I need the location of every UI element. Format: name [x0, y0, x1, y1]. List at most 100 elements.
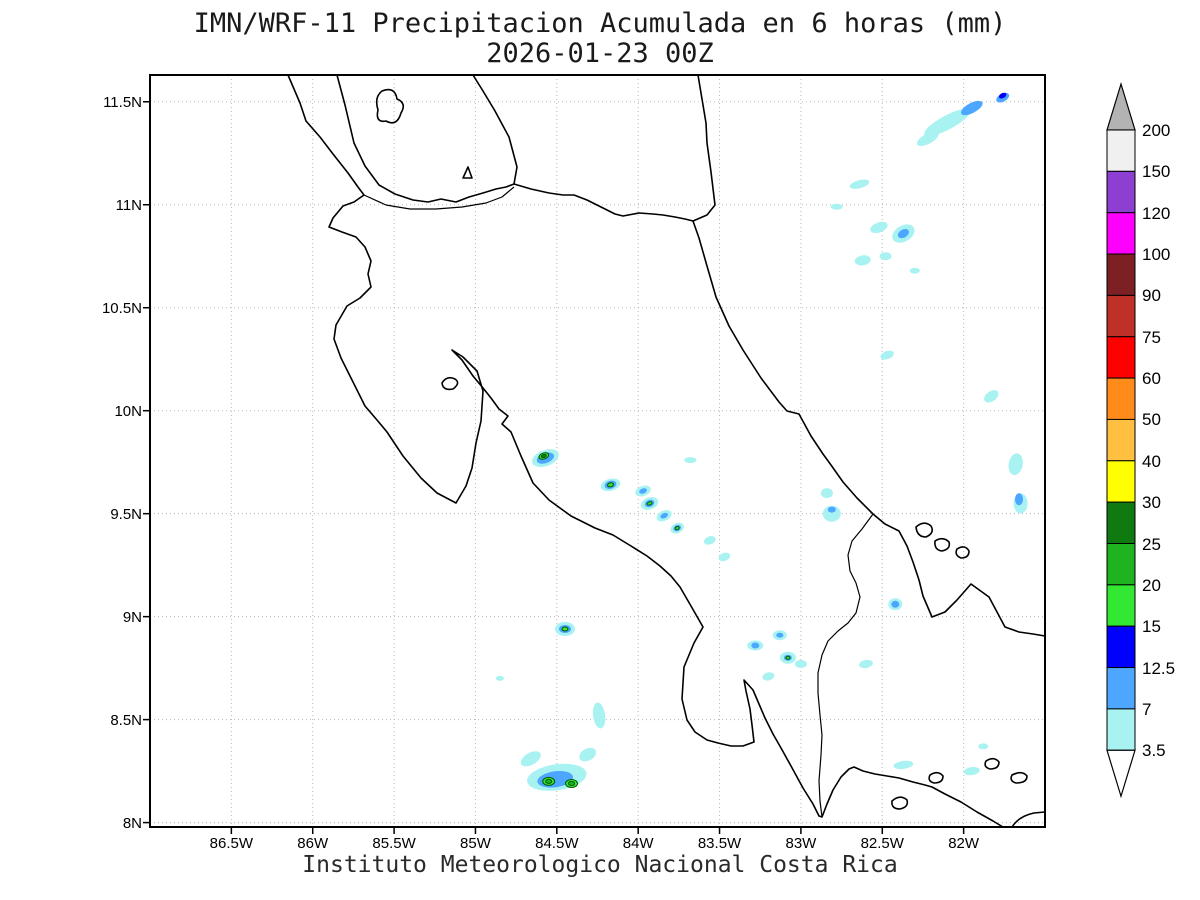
lon-tick-label: 85W — [460, 835, 491, 852]
precip-cell-3.5mm — [879, 252, 892, 261]
colorbar-label: 15 — [1142, 617, 1161, 637]
map-subtitle: 2026-01-23 00Z — [486, 38, 714, 69]
lon-tick-label: 82W — [948, 835, 980, 852]
colorbar-segment — [1106, 418, 1136, 462]
precip-cell-3.5mm — [718, 552, 731, 562]
precip-cell-15mm — [561, 626, 569, 632]
panama-corner-coast — [1011, 811, 1046, 828]
colorbar-segment — [1106, 170, 1136, 214]
lat-tick-label: 11N — [115, 196, 142, 214]
precip-cell-7mm — [827, 506, 836, 513]
border-costarica-panama — [817, 513, 874, 818]
precip-cell-3.5mm — [495, 675, 504, 681]
ometepe-island — [375, 88, 405, 124]
colorbar-label: 3.5 — [1142, 741, 1166, 761]
colorbar-label: 120 — [1142, 203, 1171, 223]
lon-tick-label: 83W — [785, 835, 817, 852]
precip-cell-15mm — [674, 525, 680, 531]
precip-cell-7mm — [1015, 493, 1023, 506]
san-juan-river — [513, 183, 694, 222]
precip-cell-3.5mm — [820, 488, 833, 499]
colorbar-segment — [1106, 460, 1136, 503]
coastline-layer — [287, 74, 1046, 828]
precip-cell-3.5mm — [916, 131, 939, 146]
precip-cell-15mm — [607, 482, 614, 488]
precip-cell-15mm — [646, 501, 653, 506]
colorbar-label: 20 — [1142, 575, 1161, 595]
precip-cell-3.5mm — [1008, 453, 1023, 476]
footer-caption: Instituto Meteorologico Nacional Costa R… — [302, 852, 898, 878]
lon-tick-label: 84W — [622, 835, 654, 852]
colorbar — [1106, 81, 1136, 799]
lon-tick-label: 85.5W — [372, 835, 416, 852]
lon-tick-label: 83.5W — [697, 835, 742, 852]
precip-cell-3.5mm — [830, 203, 843, 210]
precip-cell-3.5mm — [854, 255, 871, 266]
lake-nicaragua-shore — [336, 74, 518, 203]
lat-tick-label: 11.5N — [103, 93, 142, 111]
precip-cell-3.5mm — [762, 672, 775, 681]
border-costarica-nicaragua — [363, 186, 515, 210]
colorbar-label: 90 — [1142, 286, 1161, 306]
colorbar-arrow-top — [1106, 81, 1136, 131]
chira-island — [441, 376, 459, 391]
colorbar-label: 150 — [1142, 162, 1171, 182]
precip-cell-7mm — [751, 642, 760, 649]
colorbar-segment — [1106, 129, 1136, 172]
precip-cell-3.5mm — [822, 505, 841, 522]
precip-cell-3.5mm — [978, 743, 989, 750]
precip-cell-7mm — [639, 488, 647, 494]
precip-cell-12.5mm — [998, 92, 1007, 99]
lon-tick-label: 82.5W — [860, 835, 904, 852]
colorbar-segment — [1106, 377, 1136, 420]
coastline-pacific — [287, 74, 1004, 828]
lon-tick-label: 84.5W — [535, 835, 579, 852]
precip-cell-3.5mm — [703, 536, 716, 545]
precip-cell-3.5mm — [893, 760, 914, 770]
precip-cell-3.5mm — [984, 390, 999, 403]
precip-cell-20mm — [545, 778, 553, 784]
precip-cell-3.5mm — [924, 108, 971, 137]
lat-tick-label: 8N — [122, 814, 142, 832]
coastline-caribbean — [692, 74, 1046, 637]
precip-cell-3.5mm — [592, 702, 606, 729]
precip-cell-3.5mm — [963, 766, 980, 776]
colorbar-segment — [1106, 543, 1136, 586]
precip-cell-3.5mm — [849, 179, 870, 189]
map-title: IMN/WRF-11 Precipitacion Acumulada en 6 … — [193, 8, 1007, 39]
colorbar-label: 60 — [1142, 369, 1161, 389]
lon-tick-label: 86.5W — [209, 835, 254, 852]
lat-tick-label: 8.5N — [110, 711, 142, 729]
solentiname-island — [462, 166, 473, 179]
colorbar-segment — [1106, 667, 1136, 710]
pacific-island-4 — [1010, 771, 1028, 784]
pacific-island-3 — [984, 757, 1000, 770]
colorbar-segment — [1106, 708, 1136, 751]
precip-cell-25mm — [540, 453, 547, 459]
bocas-island-1 — [915, 522, 933, 538]
precip-cell-7mm — [660, 512, 668, 519]
precip-cell-3.5mm — [859, 659, 873, 669]
precip-cell-3.5mm — [880, 350, 894, 360]
colorbar-segment — [1106, 212, 1136, 255]
precip-cell-3.5mm — [520, 751, 541, 767]
precip-cell-7mm — [891, 600, 900, 608]
bocas-island-2 — [934, 537, 951, 552]
precip-cell-3.5mm — [794, 660, 807, 668]
colorbar-segment — [1106, 501, 1136, 544]
precip-cell-3.5mm — [579, 747, 597, 762]
colorbar-label: 200 — [1142, 121, 1171, 140]
pacific-island-1 — [891, 796, 909, 810]
colorbar-segment — [1106, 294, 1136, 338]
colorbar-segment — [1106, 625, 1136, 669]
bocas-island-3 — [955, 546, 970, 559]
lat-tick-label: 10N — [114, 402, 142, 420]
pacific-island-2 — [928, 771, 944, 784]
precip-cell-3.5mm — [684, 457, 697, 464]
precip-cell-20mm — [568, 781, 575, 786]
colorbar-label: 75 — [1142, 327, 1161, 347]
lon-tick-label: 86W — [297, 835, 329, 852]
colorbar-segment — [1106, 253, 1136, 296]
plot-frame — [149, 74, 1046, 828]
